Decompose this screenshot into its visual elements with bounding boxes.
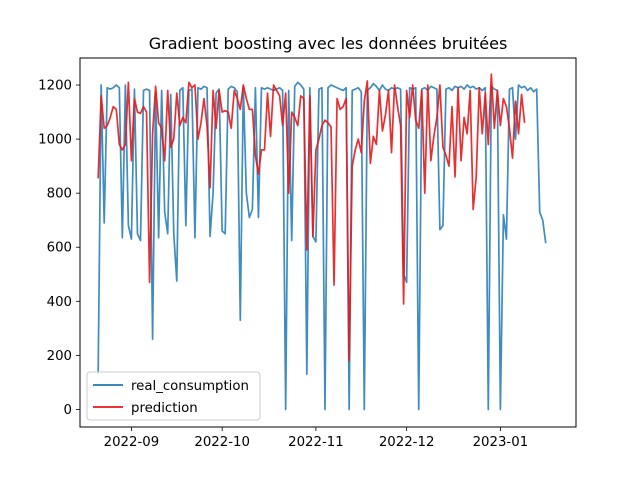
x-axis: 2022-09 2022-10 2022-11 2022-12 2023-01 [104,427,529,450]
x-tick-label: 2022-11 [288,435,344,450]
x-tick-label: 2022-09 [104,435,160,450]
plot-lines [97,73,547,411]
x-tick-label: 2023-01 [473,435,529,450]
plot-frame [79,57,577,428]
y-axis: 0 200 400 600 800 1000 1200 [38,79,80,418]
x-tick-label: 2022-12 [379,435,435,450]
legend: real_consumption prediction [86,371,261,421]
series-line-prediction [97,73,526,362]
y-tick-label: 400 [47,295,72,310]
legend-label-prediction: prediction [131,401,198,416]
legend-box [86,371,261,421]
y-tick-label: 1000 [38,133,72,148]
y-tick-label: 200 [47,349,72,364]
series-line-real-consumption [97,81,547,411]
y-tick-label: 600 [47,241,72,256]
chart-title: Gradient boosting avec les données bruit… [149,34,508,53]
y-tick-label: 800 [47,187,72,202]
y-tick-label: 1200 [38,79,72,94]
y-tick-label: 0 [64,403,72,418]
x-tick-label: 2022-10 [194,435,250,450]
legend-label-real-consumption: real_consumption [131,379,249,394]
